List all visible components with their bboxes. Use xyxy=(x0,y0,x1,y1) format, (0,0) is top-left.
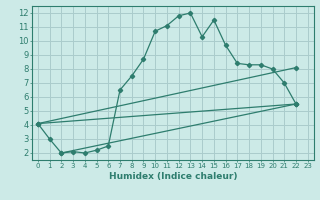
X-axis label: Humidex (Indice chaleur): Humidex (Indice chaleur) xyxy=(108,172,237,181)
